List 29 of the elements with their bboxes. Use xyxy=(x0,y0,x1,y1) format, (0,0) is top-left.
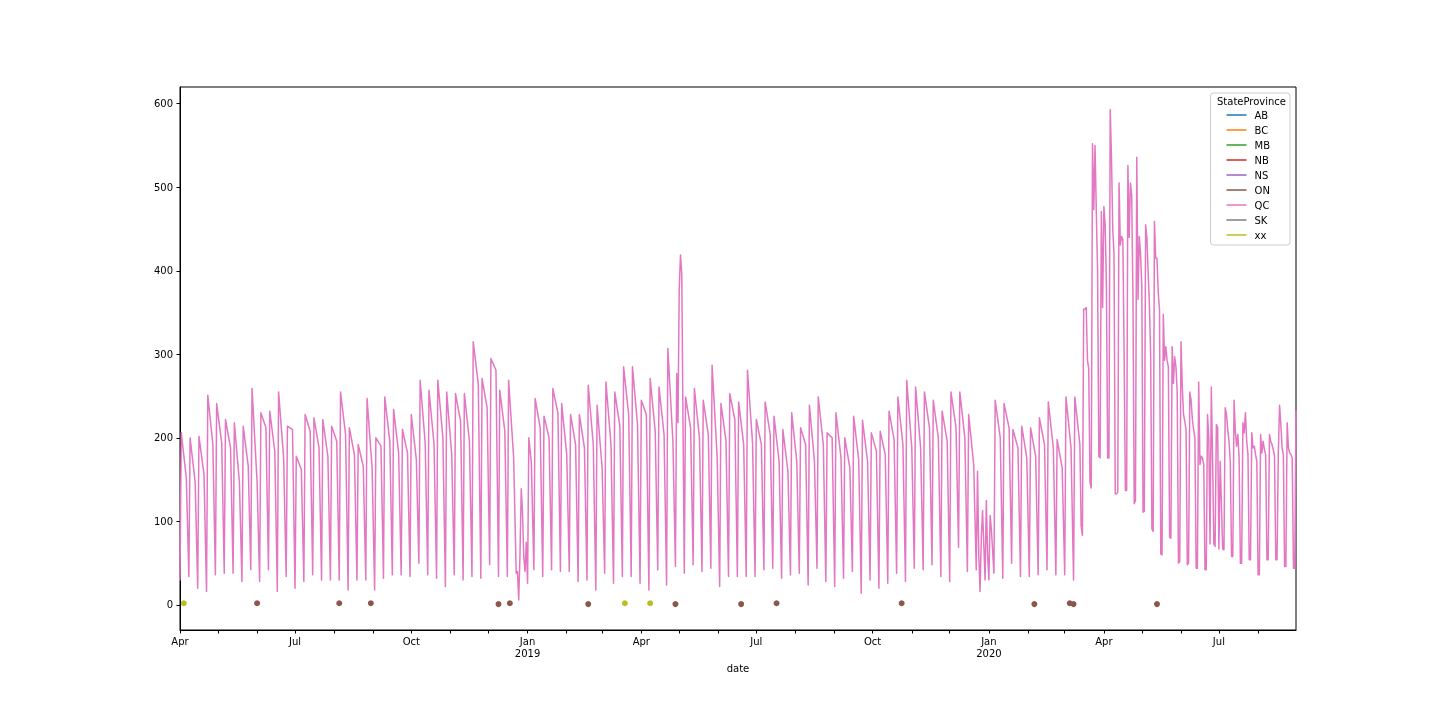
x-tick-label: Jan 2019 xyxy=(514,635,541,659)
x-tick-label: Jul xyxy=(1211,635,1225,647)
x-tick-label: Oct xyxy=(863,635,882,647)
x-tick-label: Apr xyxy=(1095,635,1114,647)
x-tick-label: Jul xyxy=(749,635,763,647)
line-series xyxy=(179,108,1297,601)
y-tick-label: 0 xyxy=(166,599,173,611)
y-tick-label: 100 xyxy=(153,515,173,527)
y-tick-label: 400 xyxy=(153,265,173,277)
legend-label: xx xyxy=(1254,229,1267,241)
legend-label: NS xyxy=(1254,169,1269,181)
x-tick-label: Apr xyxy=(632,635,651,647)
legend-label: NB xyxy=(1254,154,1269,166)
legend-label: QC xyxy=(1254,199,1270,211)
y-tick-label: 200 xyxy=(153,432,173,444)
legend-label: BC xyxy=(1254,124,1269,136)
legend-label: ON xyxy=(1254,184,1270,196)
y-tick-label: 500 xyxy=(153,181,173,193)
y-tick-label: 600 xyxy=(153,98,173,110)
legend-label: SK xyxy=(1254,214,1268,226)
y-tick-label: 300 xyxy=(153,348,173,360)
legend-label: AB xyxy=(1254,109,1269,121)
legend-title: StateProvince xyxy=(1216,95,1287,107)
x-tick-label: Oct xyxy=(402,635,421,647)
x-tick-label: Jan 2020 xyxy=(976,635,1002,659)
x-axis-title: date xyxy=(726,663,750,675)
legend-label: MB xyxy=(1254,139,1271,151)
x-tick-label: Jul xyxy=(287,635,302,647)
x-tick-label: Apr xyxy=(171,635,190,647)
